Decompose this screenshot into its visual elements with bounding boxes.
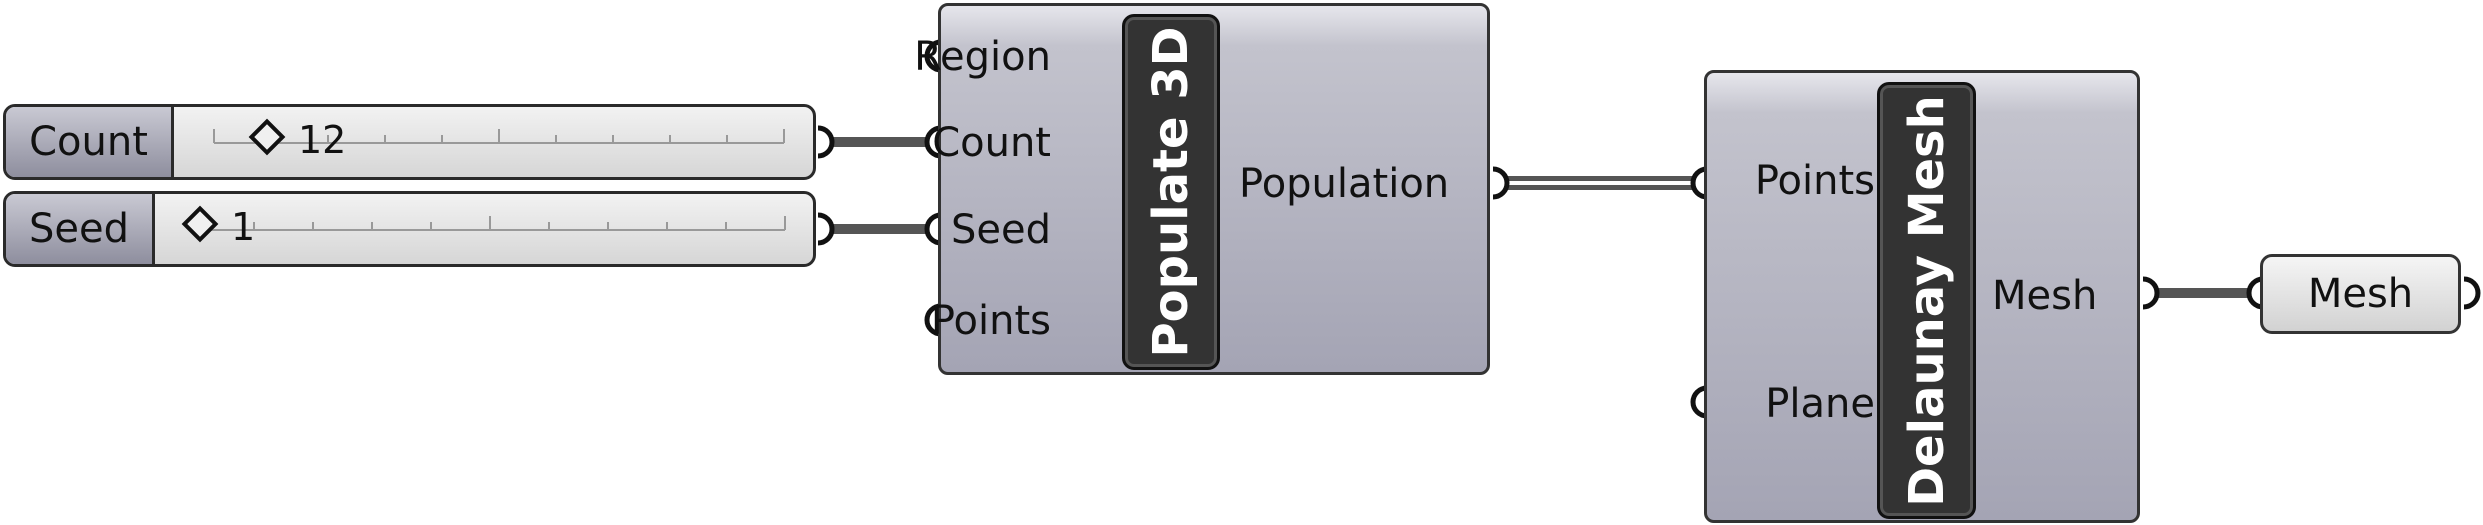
populate-3d-component[interactable]: Region Count Seed Points Populate 3D Pop… [914, 3, 1490, 375]
delaunay-mesh-title-plate[interactable]: Delaunay Mesh [1877, 82, 1976, 519]
port-count-slider-output[interactable] [817, 125, 835, 159]
count-slider-grip[interactable]: 12 [248, 118, 347, 162]
input-label-region: Region [914, 34, 1051, 80]
port-points-input-delaunay[interactable] [1690, 166, 1708, 200]
input-label-seed: Seed [951, 207, 1051, 253]
seed-slider-track[interactable]: 1 [155, 194, 813, 264]
slider-grip-icon [181, 205, 219, 243]
mesh-param[interactable]: Mesh [2260, 254, 2461, 334]
count-slider-ticks [213, 129, 785, 144]
count-slider-label: Count [6, 107, 174, 177]
count-slider-track[interactable]: 12 [174, 107, 813, 177]
populate-3d-title-plate[interactable]: Populate 3D [1122, 14, 1220, 370]
mesh-param-label: Mesh [2307, 271, 2414, 317]
port-population-output[interactable] [1492, 166, 1510, 200]
input-label-points: Points [930, 298, 1051, 344]
input-label-points-delaunay: Points [1754, 158, 1875, 204]
delaunay-mesh-component[interactable]: Points Plane Delaunay Mesh Mesh [1704, 70, 2140, 523]
port-mesh-param-input[interactable] [2246, 276, 2264, 310]
port-seed-input[interactable] [924, 212, 942, 246]
seed-slider-grip[interactable]: 1 [181, 205, 256, 249]
output-label-population: Population [1239, 161, 1450, 207]
port-points-input-populate[interactable] [924, 303, 942, 337]
port-mesh-param-output[interactable] [2463, 276, 2481, 310]
port-region-input[interactable] [924, 39, 942, 73]
input-label-count: Count [932, 120, 1051, 166]
populate-3d-title: Populate 3D [1143, 26, 1199, 358]
port-count-input[interactable] [924, 125, 942, 159]
seed-slider[interactable]: Seed 1 [3, 191, 816, 267]
port-seed-slider-output[interactable] [817, 212, 835, 246]
seed-slider-value: 1 [231, 205, 256, 249]
seed-slider-label: Seed [6, 194, 155, 264]
count-slider[interactable]: Count 12 [3, 104, 816, 180]
port-plane-input[interactable] [1690, 385, 1708, 419]
input-label-plane: Plane [1765, 381, 1875, 427]
delaunay-mesh-title: Delaunay Mesh [1898, 94, 1955, 507]
output-label-mesh: Mesh [1992, 273, 2098, 319]
port-mesh-output[interactable] [2142, 276, 2160, 310]
count-slider-value: 12 [298, 118, 347, 162]
slider-grip-icon [248, 118, 286, 156]
